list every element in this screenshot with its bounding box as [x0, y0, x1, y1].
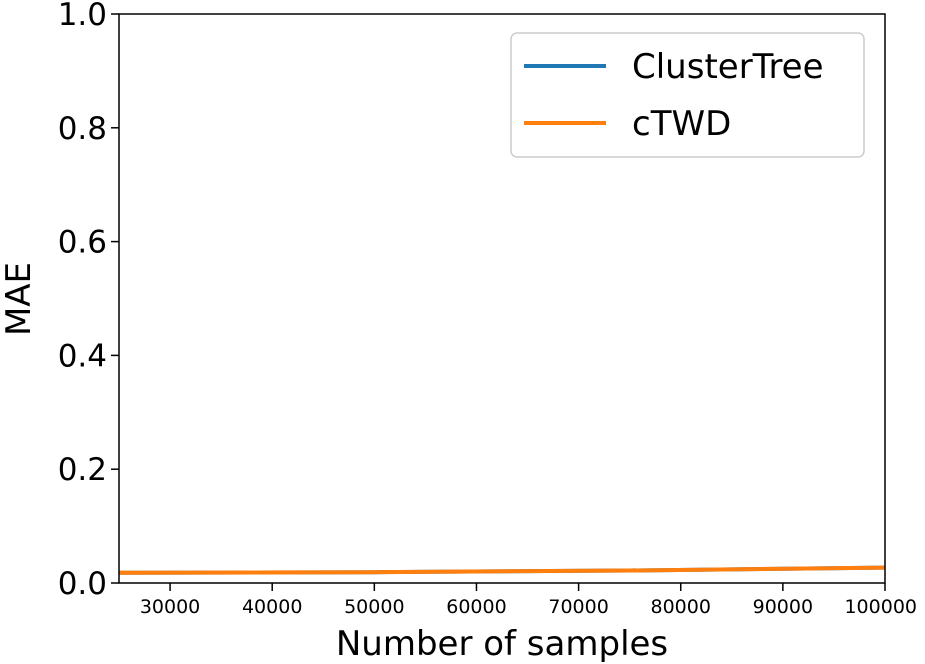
x-tick-label: 60000 — [446, 596, 506, 618]
y-tick-label: 0.0 — [58, 566, 107, 602]
series-line-ctwd — [118, 565, 886, 575]
legend-label-ctwd: cTWD — [632, 104, 731, 144]
x-tick-label: 100000 — [844, 596, 917, 618]
y-axis-label: MAE — [0, 262, 39, 336]
x-axis: 30000 40000 50000 60000 70000 80000 90000 10000… — [140, 583, 917, 618]
plot-frame — [118, 13, 886, 584]
x-tick-label: 70000 — [548, 596, 608, 618]
plot-lines — [118, 565, 886, 575]
y-tick-label: 0.6 — [58, 225, 107, 261]
legend: ClusterTree cTWD — [510, 32, 865, 158]
x-tick-label: 50000 — [344, 596, 404, 618]
x-tick-label: 40000 — [242, 596, 302, 618]
y-axis: 0.0 0.2 0.4 0.6 0.8 1.0 — [58, 0, 119, 602]
y-tick-label: 0.8 — [58, 111, 107, 147]
legend-label-clustertree: ClusterTree — [632, 47, 824, 87]
y-tick-label: 0.4 — [58, 338, 107, 374]
x-tick-label: 90000 — [753, 596, 813, 618]
y-tick-label: 1.0 — [58, 0, 107, 33]
y-tick-label: 0.2 — [58, 452, 107, 488]
x-axis-label: Number of samples — [336, 624, 668, 664]
x-tick-label: 30000 — [140, 596, 200, 618]
x-tick-label: 80000 — [651, 596, 711, 618]
